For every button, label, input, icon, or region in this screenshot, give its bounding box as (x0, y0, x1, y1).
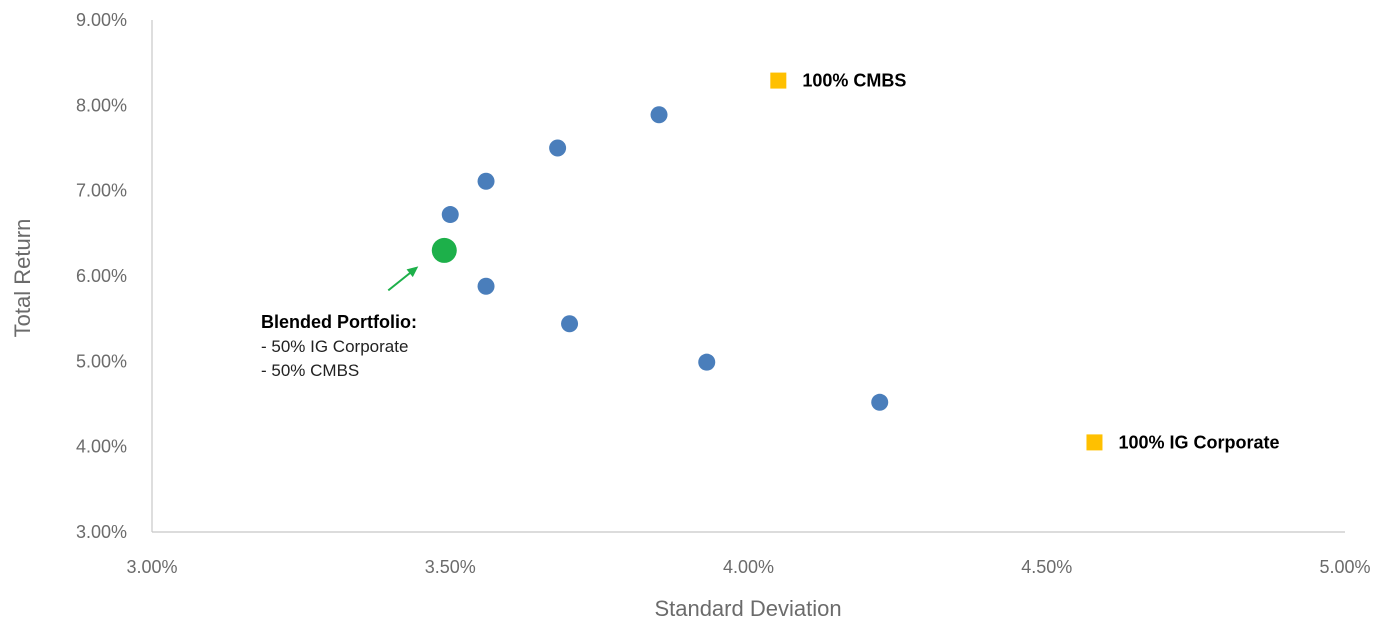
data-point (871, 393, 889, 411)
x-tick-label: 5.00% (1319, 557, 1370, 577)
point-labels: 100% CMBS 100% IG Corporate (802, 71, 1279, 453)
data-point (561, 315, 579, 333)
y-tick-label: 3.00% (76, 522, 127, 542)
y-tick-label: 9.00% (76, 10, 127, 30)
point-label: 100% IG Corporate (1118, 432, 1279, 452)
data-point-blended (431, 237, 457, 263)
annotation-arrowhead (406, 266, 419, 278)
point-label: 100% CMBS (802, 71, 906, 91)
data-point-square (770, 72, 787, 89)
y-axis-title: Total Return (10, 219, 35, 338)
x-tick-label: 3.00% (126, 557, 177, 577)
annotation-line-2: - 50% CMBS (261, 361, 359, 380)
y-tick-label: 7.00% (76, 181, 127, 201)
annotation-arrow (387, 270, 413, 292)
data-point-square (1086, 434, 1103, 451)
data-point (698, 353, 716, 371)
y-tick-label: 6.00% (76, 266, 127, 286)
annotation-line-1: - 50% IG Corporate (261, 337, 408, 356)
data-point (441, 206, 459, 224)
annotation-title: Blended Portfolio: (261, 312, 417, 332)
data-point (477, 277, 495, 295)
data-point (650, 106, 668, 124)
y-tick-labels: 3.00% 4.00% 5.00% 6.00% 7.00% 8.00% 9.00% (76, 10, 127, 542)
data-point (549, 139, 567, 157)
x-tick-label: 3.50% (425, 557, 476, 577)
data-point (477, 172, 495, 190)
y-tick-label: 8.00% (76, 95, 127, 115)
x-tick-label: 4.00% (723, 557, 774, 577)
axes (151, 20, 1345, 533)
y-tick-label: 4.00% (76, 437, 127, 457)
x-axis-title: Standard Deviation (654, 596, 841, 620)
data-points (431, 72, 1103, 451)
x-tick-label: 4.50% (1021, 557, 1072, 577)
blended-portfolio-annotation: Blended Portfolio: - 50% IG Corporate - … (261, 266, 419, 380)
x-tick-labels: 3.00% 3.50% 4.00% 4.50% 5.00% (126, 557, 1370, 577)
y-tick-label: 5.00% (76, 351, 127, 371)
